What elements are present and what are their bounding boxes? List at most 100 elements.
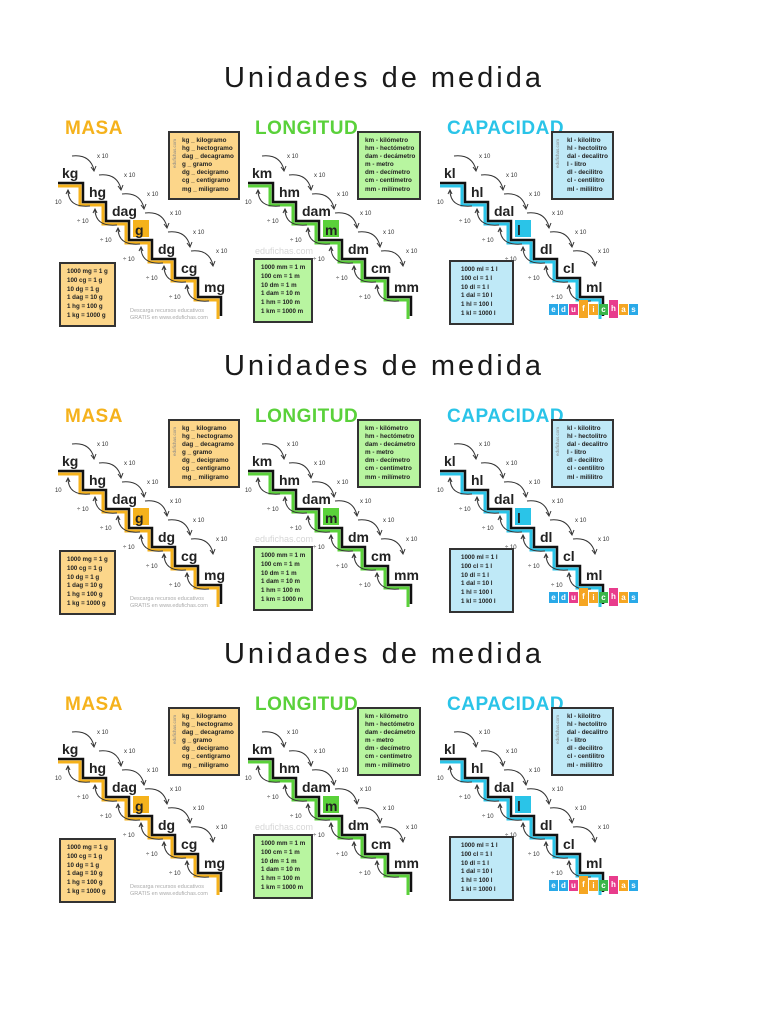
multiply-label: x 10 <box>314 173 326 179</box>
arrow-up-left-icon <box>140 822 164 840</box>
list-row: 100 cl = 1 l <box>461 274 493 282</box>
multiply-label: x 10 <box>216 537 228 543</box>
divide-label: ÷ 10 <box>169 871 181 877</box>
logo-letter: u <box>569 879 578 891</box>
list-row: mg _ miligramo <box>182 761 229 769</box>
list-row: 100 cm = 1 m <box>261 848 300 856</box>
list-row: 100 cm = 1 m <box>261 272 300 280</box>
staircase-diagram: km x 10 ÷ 10 hm x 10 ÷ 10 dam x 10 ÷ 10 m x 10 ÷ 10… <box>245 154 419 319</box>
staircase-line <box>58 181 223 316</box>
credit-text: Descarga recursos educativos GRATIS en w… <box>130 308 208 321</box>
list-row: 100 cg = 1 g <box>67 276 103 284</box>
unit-legend-box: km - kilómetro hm - hectómetro dam - decám… <box>357 707 422 776</box>
staircase-accent-line <box>440 760 602 895</box>
staircase-line <box>248 181 413 316</box>
staircase-line <box>248 469 413 604</box>
list-row: 1 dam = 10 m <box>261 290 301 298</box>
list-row: 1 kl = 1000 l <box>461 885 496 893</box>
list-row: 1 dal = 10 l <box>461 868 493 876</box>
base-unit-highlight <box>133 508 149 525</box>
arrow-up-left-icon <box>330 534 354 552</box>
multiply-label: x 10 <box>479 154 491 160</box>
unit-label: dm <box>348 817 369 833</box>
list-row: 1 hl = 100 l <box>461 589 493 597</box>
divide-label: ÷ 10 <box>528 564 540 570</box>
arrow-down-right-icon <box>288 174 312 190</box>
arrow-head-icon <box>351 552 357 559</box>
list-row: mm - milímetro <box>365 185 411 193</box>
divide-label: ÷ 10 <box>459 219 471 225</box>
arrow-up-left-icon <box>307 803 331 821</box>
logo-letter: a <box>619 303 628 315</box>
multiply-label: x 10 <box>216 825 228 831</box>
arrow-head-icon <box>399 836 406 844</box>
arrow-head-icon <box>399 548 406 556</box>
list-row: m - metro <box>365 737 394 745</box>
arrow-head-icon <box>499 760 506 768</box>
legend-vertical-watermark: edufichas.com <box>172 427 177 457</box>
unit-legend-box: edufichas.com kl - kilolitro hl - hectoli… <box>551 707 614 776</box>
arrow-up-left-icon <box>353 265 377 283</box>
list-row: 100 cm = 1 m <box>261 560 300 568</box>
arrow-down-right-icon <box>453 155 477 171</box>
arrow-up-left-icon <box>307 515 331 533</box>
arrow-down-right-icon <box>380 826 404 842</box>
unit-label: mm <box>394 567 419 583</box>
arrow-head-icon <box>522 203 529 211</box>
unit-label: dg <box>158 817 175 833</box>
arrow-down-right-icon <box>380 250 404 266</box>
list-row: 1 km = 1000 m <box>261 307 304 315</box>
multiply-label: x 10 <box>383 806 395 812</box>
list-row: kg _ kilogramo <box>182 137 227 144</box>
multiply-label: x 10 <box>124 461 136 467</box>
list-row: km - kilómetro <box>365 137 409 144</box>
arrow-head-icon <box>545 222 552 230</box>
list-row: dl - decilitro <box>567 457 603 465</box>
list-row: g _ gramo <box>182 737 213 745</box>
arrow-head-icon <box>282 783 288 790</box>
arrow-up-left-icon <box>330 246 354 264</box>
divide-label: ÷ 10 <box>55 776 62 782</box>
arrow-head-icon <box>140 491 147 499</box>
divide-label: ÷ 10 <box>482 238 494 244</box>
divide-label: ÷ 10 <box>77 795 89 801</box>
list-row: 1 dam = 10 m <box>261 578 301 586</box>
arrow-up-left-icon <box>499 803 523 821</box>
arrow-head-icon <box>115 802 121 809</box>
list-row: 1 dag = 10 g <box>67 582 103 590</box>
staircase-diagram: kg x 10 ÷ 10 hg x 10 ÷ 10 dag x 10 ÷ 10 g x 10 ÷ 10… <box>55 442 228 607</box>
arrow-down-right-icon <box>190 250 214 266</box>
multiply-label: x 10 <box>337 192 349 198</box>
arrow-head-icon <box>117 472 124 480</box>
multiply-label: x 10 <box>506 749 518 755</box>
arrow-head-icon <box>497 514 503 521</box>
list-row: kl - kilolitro <box>567 425 601 432</box>
unit-label: km <box>252 453 272 469</box>
edufichas-watermark: edufichas.com <box>255 246 314 256</box>
arrow-up-left-icon <box>476 784 500 802</box>
arrow-down-right-icon <box>121 193 145 209</box>
unit-label: dg <box>158 241 175 257</box>
multiply-label: x 10 <box>360 787 372 793</box>
arrow-head-icon <box>374 571 380 578</box>
arrow-head-icon <box>307 760 314 768</box>
arrow-up-left-icon <box>186 284 210 302</box>
base-unit-highlight <box>323 220 339 237</box>
arrow-down-right-icon <box>549 807 573 823</box>
arrow-head-icon <box>447 476 453 483</box>
unit-label: cl <box>563 548 575 564</box>
unit-label: cl <box>563 836 575 852</box>
unit-label: mg <box>204 279 225 295</box>
unit-label: dag <box>112 779 137 795</box>
logo-letter: c <box>599 591 608 603</box>
unit-legend-box: km - kilómetro hm - hectómetro dam - decám… <box>357 131 422 200</box>
divide-label: ÷ 10 <box>313 257 325 263</box>
unit-label: cg <box>181 260 197 276</box>
logo-letter: h <box>609 300 618 318</box>
